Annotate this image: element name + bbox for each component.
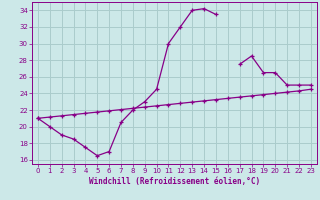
X-axis label: Windchill (Refroidissement éolien,°C): Windchill (Refroidissement éolien,°C) [89,177,260,186]
